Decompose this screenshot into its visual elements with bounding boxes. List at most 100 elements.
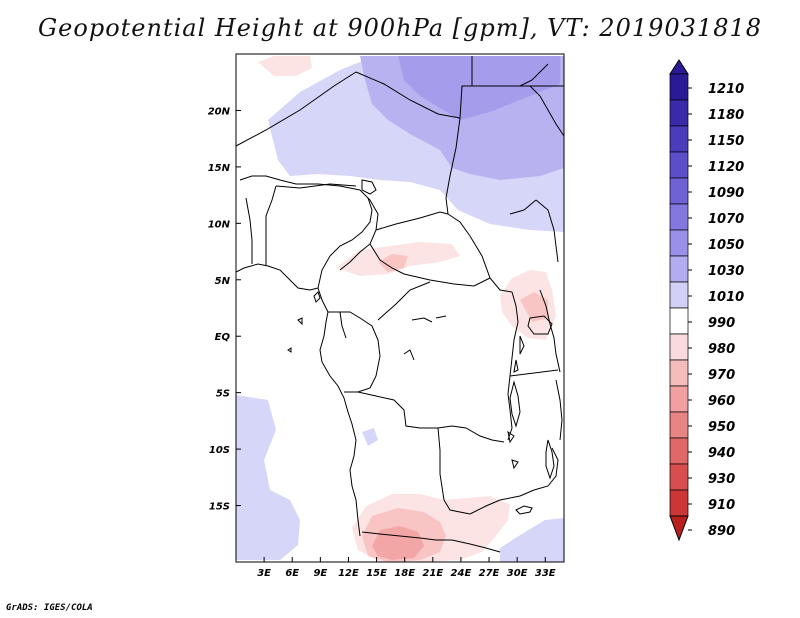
grads-credit: GrADS: IGES/COLA — [6, 603, 93, 613]
x-tick-label: 6E — [285, 568, 299, 579]
border-nigeria-benin — [265, 185, 277, 266]
border-car-north — [375, 211, 449, 231]
x-tick-label: 12E — [338, 568, 359, 579]
border-angola-drc — [357, 391, 505, 443]
x-tick-label: 30E — [507, 568, 528, 579]
border-sudan-southsudan — [469, 235, 513, 293]
sao-tome-island — [297, 317, 303, 326]
height-field-shading — [236, 56, 564, 562]
border-angola-namibia — [361, 531, 437, 541]
colorbar-label: 1180 — [708, 108, 744, 123]
border-sudan-ethiopia — [509, 199, 537, 215]
colorbar-segment — [669, 359, 689, 387]
colorbar-label: 1050 — [708, 238, 744, 253]
border-namibia-botswana — [436, 539, 501, 553]
colorbar-label: 980 — [708, 342, 735, 357]
congo-river-mark-2 — [435, 315, 447, 319]
shade-red-east-mid — [520, 292, 548, 322]
latitude-axis: 15S 10S 5S EQ 5N 10N 15N 20N — [208, 106, 241, 513]
border-chad-sudan — [445, 117, 471, 237]
lake-albert — [519, 335, 525, 355]
border-mozambique — [533, 447, 559, 491]
lake-bangweulu — [511, 459, 519, 470]
border-ethiopia — [535, 199, 559, 263]
border-libya-chad — [355, 71, 461, 119]
colorbar-segment — [669, 281, 689, 309]
colorbar-segment — [669, 489, 689, 517]
colorbar-segment — [669, 385, 689, 413]
border-algeria-niger — [236, 71, 357, 147]
annobon-island — [287, 347, 292, 353]
colorbar-segment — [669, 151, 689, 179]
shade-red-north — [258, 56, 312, 76]
colorbar-label: 1030 — [708, 264, 744, 279]
colorbar-segment — [669, 307, 689, 335]
y-tick-label: EQ — [215, 332, 231, 343]
colorbar-top-arrow — [669, 59, 689, 75]
coastline-red-sea — [529, 85, 564, 137]
shade-blue-southwest — [236, 395, 300, 560]
colorbar-segment — [669, 177, 689, 205]
border-niger-chad — [239, 175, 361, 191]
border-nile-river — [519, 63, 549, 87]
y-tick-label: 15S — [209, 502, 230, 513]
congo-river-mark-3 — [403, 349, 415, 361]
lake-kivu — [513, 359, 519, 373]
map-frame — [235, 53, 565, 563]
border-angola-zambia — [437, 427, 471, 515]
colorbar-segment — [669, 463, 689, 491]
colorbar-segment — [669, 411, 689, 439]
y-tick-label: 10N — [208, 219, 231, 230]
coastlines-and-borders — [236, 56, 564, 553]
colorbar-label: 1090 — [708, 186, 744, 201]
x-tick-label: 27E — [479, 568, 500, 579]
colorbar-label: 990 — [708, 316, 735, 331]
colorbar-segment — [669, 229, 689, 257]
x-tick-label: 24E — [451, 568, 472, 579]
colorbar-label: 910 — [708, 498, 735, 513]
x-tick-label: 3E — [257, 568, 271, 579]
colorbar-segment — [669, 333, 689, 361]
border-nigeria-cameroon — [317, 197, 373, 289]
colorbar-label: 1070 — [708, 212, 744, 227]
border-nigeria-niger — [275, 183, 357, 189]
lake-victoria — [527, 315, 553, 335]
colorbar-label: 890 — [708, 524, 735, 539]
x-tick-label: 15E — [366, 568, 387, 579]
border-gabon — [328, 311, 347, 339]
border-tanzania — [509, 369, 559, 377]
colorbar-segment — [669, 73, 689, 101]
colorbar-label: 1010 — [708, 290, 744, 305]
longitude-axis: 3E 6E 9E 12E 15E 18E 21E 24E 27E 30E 33E — [257, 557, 556, 579]
colorbar-label: 1210 — [708, 82, 744, 97]
colorbar-label: 960 — [708, 394, 735, 409]
y-tick-label: 15N — [208, 163, 231, 174]
colorbar-label: 930 — [708, 472, 735, 487]
colorbar-label: 950 — [708, 420, 735, 435]
coastline-central-west — [317, 287, 361, 537]
border-drc-car — [377, 281, 431, 321]
lake-tanganyika — [509, 380, 521, 428]
lake-mweru — [507, 430, 515, 444]
coastline-east-africa — [555, 379, 563, 441]
colorbar-segment — [669, 437, 689, 465]
y-tick-label: 20N — [208, 106, 231, 117]
border-drc-east — [507, 291, 519, 441]
colorbar-segment — [669, 255, 689, 283]
colorbar-segment — [669, 125, 689, 153]
lake-chad — [361, 179, 377, 195]
border-congo-drc — [338, 311, 381, 393]
y-tick-label: 5N — [215, 276, 231, 287]
border-uganda-kenya — [539, 289, 561, 373]
bioko-island — [313, 291, 321, 303]
chart-title: Geopotential Height at 900hPa [gpm], VT:… — [38, 14, 762, 42]
x-tick-label: 33E — [535, 568, 556, 579]
border-zambia-zimbabwe — [469, 489, 535, 515]
border-chad-cameroon — [339, 189, 379, 271]
lake-malawi — [545, 439, 555, 480]
colorbar-label: 940 — [708, 446, 735, 461]
shade-red-center-mid — [378, 254, 408, 272]
shade-blue-north-dark — [398, 56, 560, 120]
color-legend: 1210 1180 1150 1120 1090 1070 1050 1030 1010 990 9… — [669, 59, 744, 542]
